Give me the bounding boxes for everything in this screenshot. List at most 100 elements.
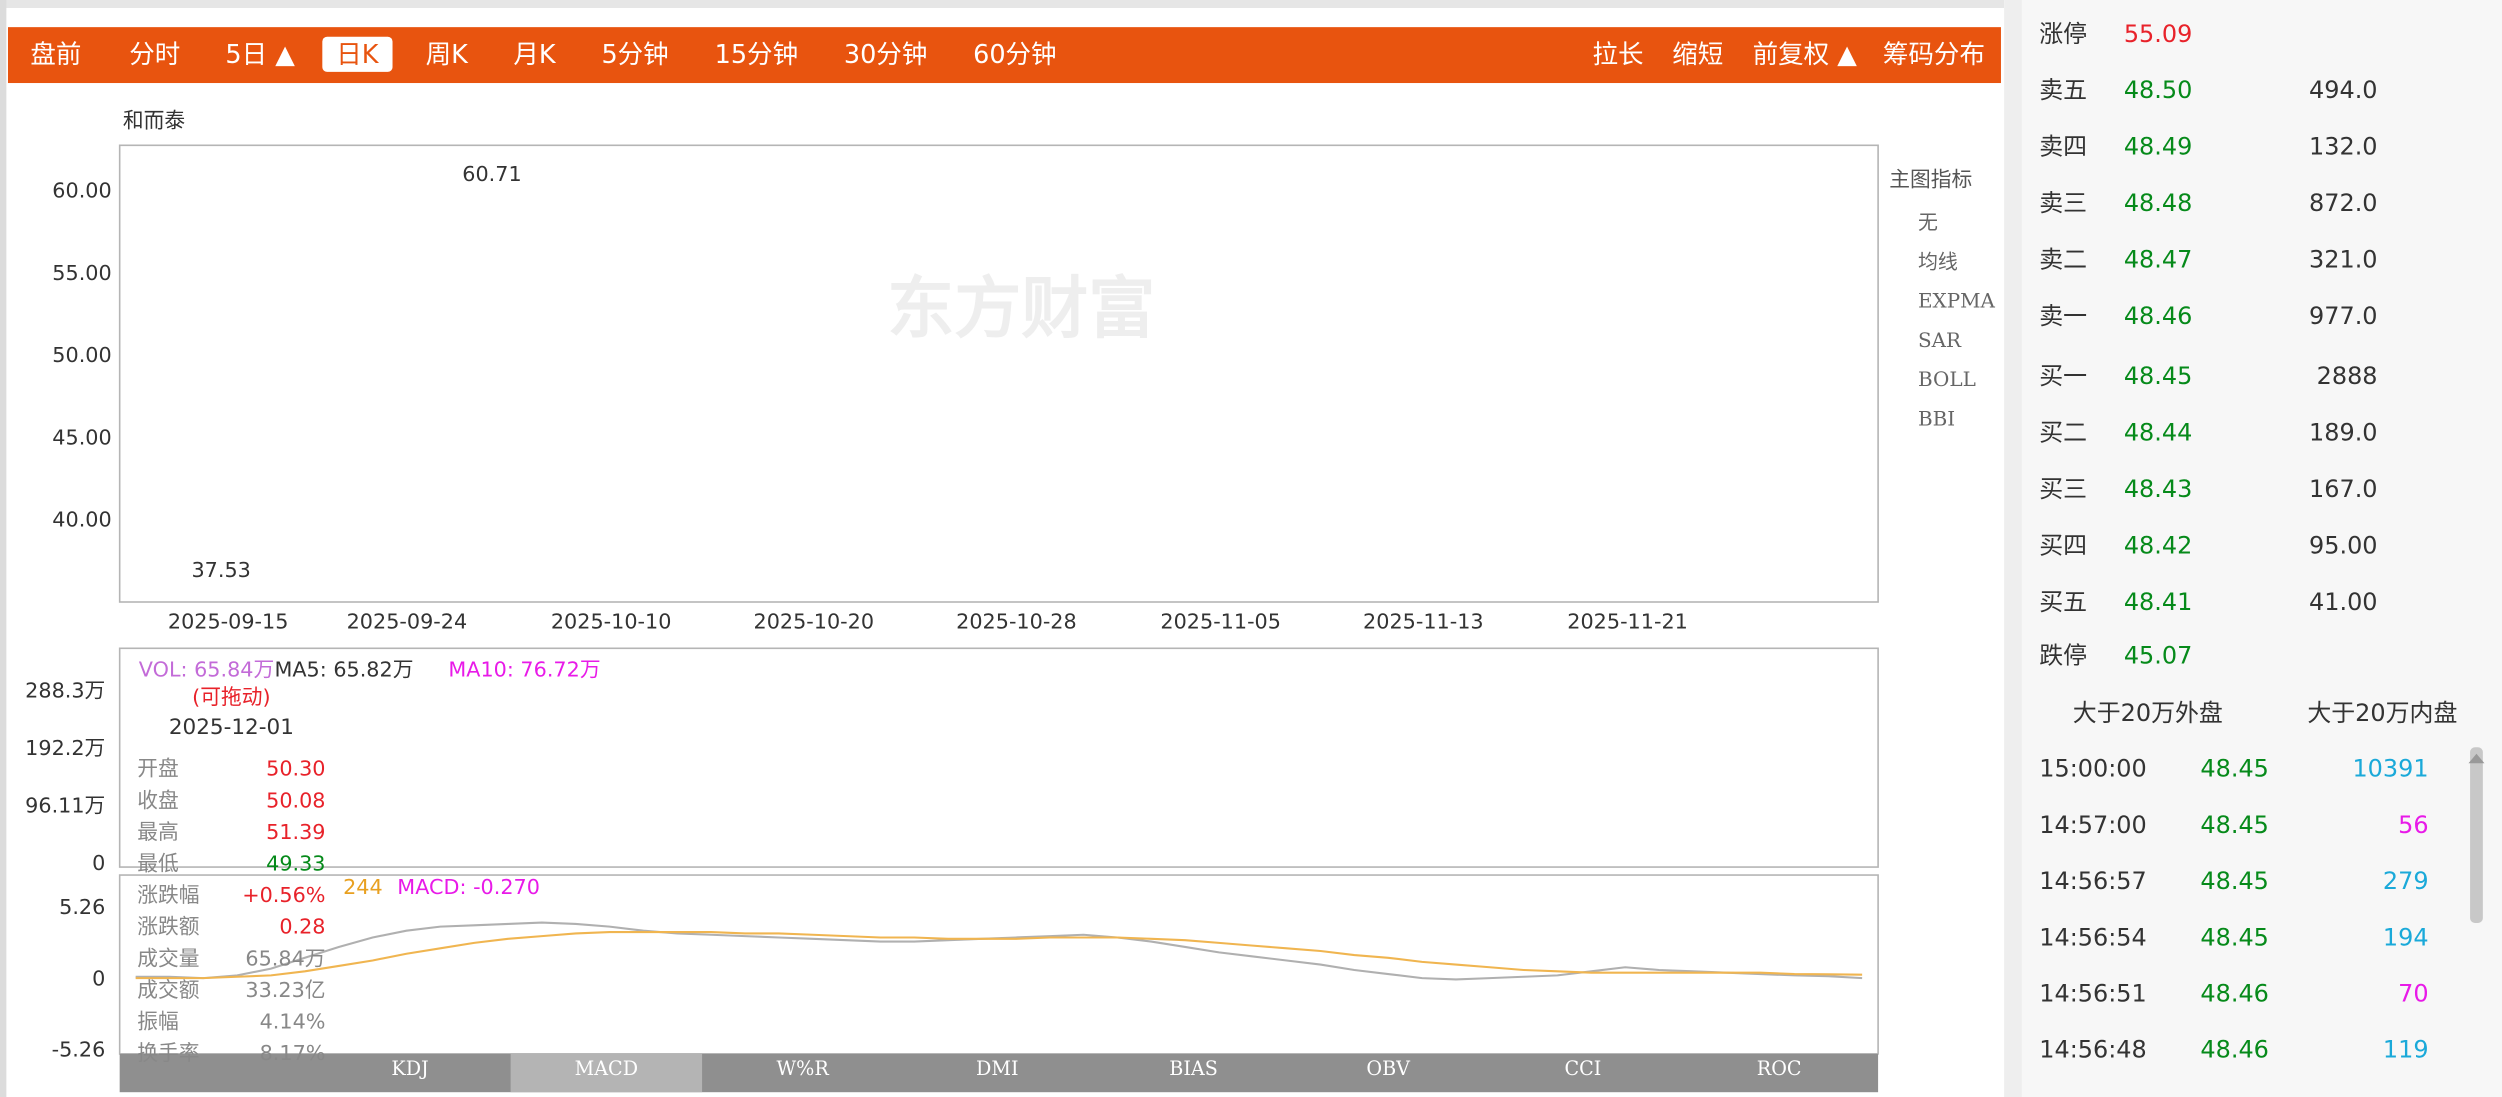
tooltip-label: 最低 [137,852,179,876]
toolbar-action[interactable]: 筹码分布 [1883,40,1985,70]
top-strip [0,0,2005,8]
toolbar-tab[interactable]: 日K [336,40,380,70]
volume-legend: VOL: 65.84万 [139,658,274,682]
trade-price: 48.46 [2200,1036,2269,1064]
toolbar-tab[interactable]: 月K [513,40,557,70]
book-volume: 95.00 [2309,531,2378,559]
indicator-tab[interactable]: DMI [976,1057,1019,1080]
macd-tick-label: 5.26 [59,895,105,919]
trade-time: 14:56:54 [2039,923,2146,951]
macd-legend: 244 [343,875,383,899]
tooltip-label: 振幅 [137,1010,179,1034]
indicator-tab[interactable]: MACD [575,1057,638,1080]
tooltip-value: 0.28 [279,915,325,939]
toolbar-tab[interactable]: 5日 ▲ [225,40,295,70]
tooltip-value: 65.84万 [245,946,325,970]
book-price: 48.41 [2124,588,2193,616]
book-price: 48.49 [2124,133,2193,161]
book-label: 涨停 [2039,20,2087,48]
x-tick-label: 2025-09-15 [168,610,289,634]
trade-price: 48.46 [2200,979,2269,1007]
book-price: 55.09 [2124,20,2193,48]
indicator-option[interactable]: EXPMA [1918,289,1996,313]
active-indicator[interactable] [510,1053,703,1093]
toolbar-tab[interactable]: 60分钟 [973,40,1056,70]
volume-legend: MA5: 65.82万 [274,658,413,682]
indicator-tab[interactable]: BIAS [1169,1057,1218,1080]
active-tab[interactable] [322,36,393,72]
book-volume: 321.0 [2309,246,2378,274]
tooltip-label: 涨跌额 [137,915,199,939]
trade-time: 14:56:48 [2039,1036,2146,1064]
indicator-tab[interactable]: OBV [1366,1057,1411,1080]
trade-legend: 大于20万内盘 [2307,699,2457,727]
book-price: 45.07 [2124,641,2193,669]
tooltip-date: 2025-12-01 [169,715,294,740]
book-label: 卖三 [2039,189,2087,217]
stock-name: 和而泰 [123,108,185,132]
tooltip-label: 开盘 [137,757,179,781]
book-price: 48.45 [2124,362,2193,390]
scroll-up[interactable] [2468,753,2485,764]
book-label: 买一 [2039,362,2087,390]
toolbar-tab[interactable]: 5分钟 [601,40,668,70]
trade-volume: 70 [2398,979,2428,1007]
left-border [0,0,7,1097]
scrollbar[interactable] [2470,747,2483,923]
indicator-option[interactable]: 无 [1918,210,1938,234]
book-label: 买三 [2039,475,2087,503]
volume-tick-label: 96.11万 [25,793,105,817]
toolbar-tab[interactable]: 15分钟 [715,40,798,70]
tooltip-label: 成交量 [137,946,199,970]
indicator-tab[interactable]: KDJ [391,1057,428,1080]
book-label: 卖四 [2039,133,2087,161]
tooltip-value: 50.30 [266,757,325,781]
tooltip-value: 50.08 [266,788,325,812]
indicator-tab[interactable]: ROC [1757,1057,1802,1080]
y-tick-label: 60.00 [52,179,111,203]
trade-volume: 10391 [2352,755,2428,783]
toolbar-tab[interactable]: 分时 [129,40,180,70]
watermark: 东方财富 [887,270,1155,348]
tooltip-label: 成交额 [137,978,199,1002]
indicator-option[interactable]: 均线 [1918,249,1958,273]
book-price: 48.50 [2124,76,2193,104]
tooltip-value: 49.33 [266,852,325,876]
book-label: 买四 [2039,531,2087,559]
volume-frame [118,647,1879,868]
tooltip-value: 4.14% [260,1010,326,1034]
x-tick-label: 2025-11-05 [1160,610,1281,634]
indicator-tab[interactable]: CCI [1564,1057,1601,1080]
tooltip-label: 换手率 [137,1041,199,1065]
toolbar-tab[interactable]: 周K [426,40,470,70]
trade-price: 48.45 [2200,867,2269,895]
book-volume: 189.0 [2309,418,2378,446]
trade-volume: 194 [2383,923,2429,951]
tooltip-value: 33.23亿 [245,978,325,1002]
toolbar-action[interactable]: 拉长 [1592,40,1643,70]
toolbar-action[interactable]: 前复权 ▲ [1753,40,1858,70]
volume-tick-label: 288.3万 [25,678,105,702]
toolbar-action[interactable]: 缩短 [1672,40,1723,70]
toolbar-tab[interactable]: 30分钟 [844,40,927,70]
trade-time: 14:57:00 [2039,811,2146,839]
tooltip-value: +0.56% [242,883,325,907]
book-price: 48.42 [2124,531,2193,559]
book-volume: 977.0 [2309,302,2378,330]
volume-legend: MA10: 76.72万 [448,658,600,682]
book-volume: 167.0 [2309,475,2378,503]
side-panel [2021,0,2502,1097]
y-tick-label: 50.00 [52,343,111,367]
volume-tick-label: 192.2万 [25,736,105,760]
annotation-layer: 60.71 37.53 [191,162,521,582]
macd-legend: MACD: -0.270 [397,875,540,899]
indicator-option[interactable]: BBI [1918,406,1955,430]
toolbar-tab[interactable]: 盘前 [30,40,81,70]
indicator-option[interactable]: BOLL [1918,367,1976,391]
book-volume: 872.0 [2309,189,2378,217]
indicator-option[interactable]: SAR [1918,328,1962,352]
trade-price: 48.45 [2200,755,2269,783]
indicator-tab[interactable]: W%R [776,1057,829,1080]
